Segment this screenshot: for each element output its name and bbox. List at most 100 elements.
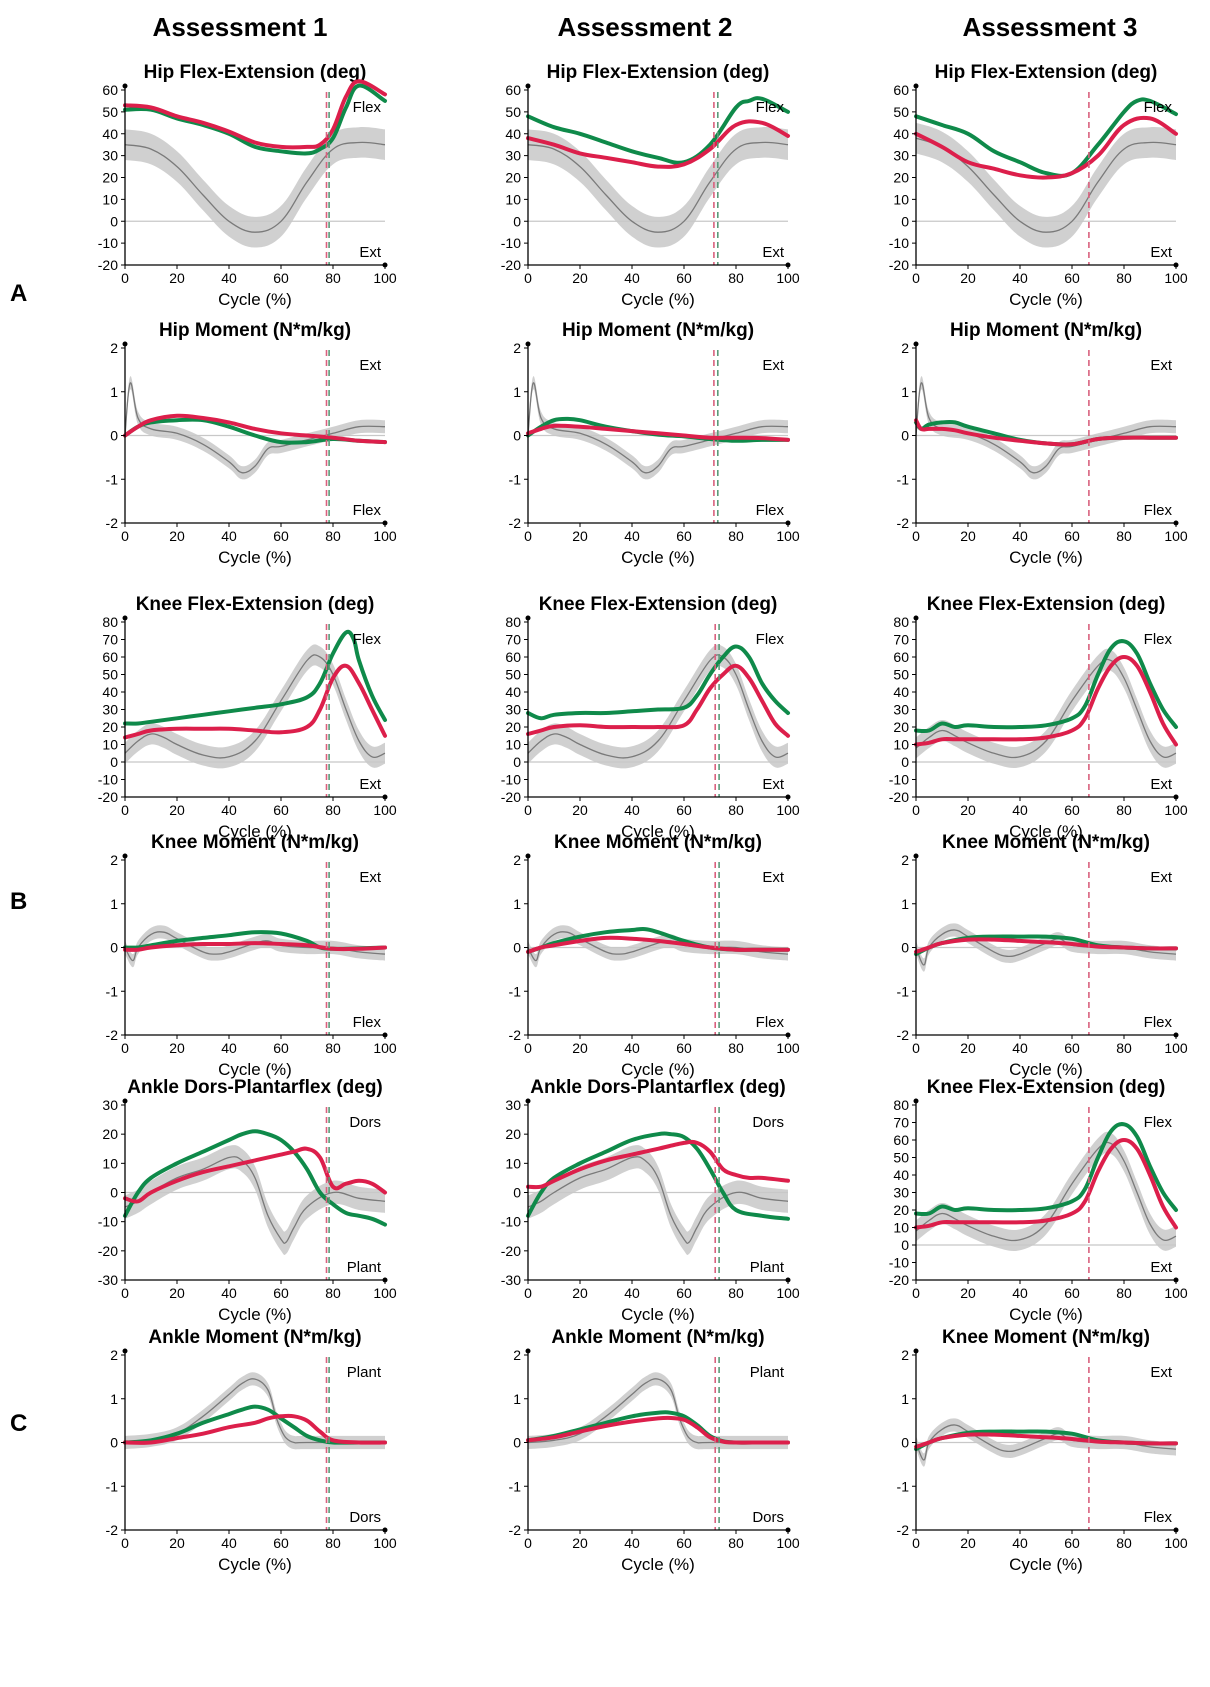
y-tick-label: 40 [505,684,521,700]
x-tick-label: 60 [273,1535,289,1551]
y-tick-label: 60 [893,1132,909,1148]
x-tick-label: 80 [325,802,341,818]
x-tick-label: 100 [373,802,397,818]
direction-label-bottom: Flex [756,502,785,519]
direction-label-bottom: Flex [1144,502,1173,519]
x-tick-label: 40 [624,1285,640,1301]
x-axis-label: Cycle (%) [621,1555,695,1574]
x-tick-label: 40 [221,802,237,818]
x-tick-label: 60 [676,1535,692,1551]
x-tick-label: 0 [912,802,920,818]
y-tick-label: 0 [110,1185,118,1201]
x-tick-label: 20 [572,1040,588,1056]
y-tick-label: 2 [901,1347,909,1363]
y-tick-label: 20 [893,170,909,186]
y-tick-label: 10 [102,1155,118,1171]
x-tick-label: 0 [912,1285,920,1301]
x-tick-label: 60 [1064,1535,1080,1551]
normal-band [125,127,385,248]
x-tick-label: 40 [1012,1285,1028,1301]
x-tick-label: 20 [572,1285,588,1301]
x-tick-label: 60 [1064,528,1080,544]
chart-title: Hip Moment (N*m/kg) [159,320,351,341]
series-green-line [123,1404,387,1445]
y-axis-end [122,341,128,347]
direction-label-bottom: Plant [750,1259,785,1276]
series-red-line [526,119,790,169]
direction-label-top: Flex [1144,99,1173,116]
series-red-line [914,1138,1178,1230]
chart-title: Knee Flex-Extension (deg) [927,594,1166,615]
y-tick-label: -1 [897,983,910,999]
series-red-line [914,1432,1178,1449]
series-red-line [526,423,790,442]
x-tick-label: 100 [776,270,800,286]
x-tick-label: 20 [169,1535,185,1551]
direction-label-bottom: Plant [347,1259,382,1276]
y-tick-label: -20 [501,257,521,273]
y-tick-label: -20 [889,789,909,805]
y-tick-label: 50 [893,1150,909,1166]
y-tick-label: 1 [513,896,521,912]
x-tick-label: 80 [728,1040,744,1056]
chart-title: Knee Moment (N*m/kg) [942,1327,1150,1348]
y-tick-label: 1 [110,384,118,400]
x-tick-label: 80 [728,1285,744,1301]
chart-title: Ankle Dors-Plantarflex (deg) [530,1077,786,1098]
y-tick-label: 60 [893,649,909,665]
y-tick-label: -20 [98,1243,118,1259]
x-axis-label: Cycle (%) [621,1060,695,1079]
y-tick-label: 0 [513,213,521,229]
y-tick-label: 2 [110,852,118,868]
normal-mean-line [527,141,789,233]
y-tick-label: 10 [505,191,521,207]
x-tick-label: 80 [1116,1040,1132,1056]
x-axis-label: Cycle (%) [1009,1555,1083,1574]
y-tick-label: 0 [901,1435,909,1451]
x-tick-label: 100 [776,1535,800,1551]
x-tick-label: 0 [524,1535,532,1551]
y-axis-end [913,615,919,621]
x-tick-label: 60 [1064,1040,1080,1056]
normal-band [528,1145,788,1255]
x-tick-label: 40 [624,528,640,544]
x-tick-label: 0 [912,1535,920,1551]
y-tick-label: 10 [505,737,521,753]
series-red-line [914,937,1178,954]
direction-label-bottom: Flex [353,1014,382,1031]
x-tick-label: 100 [1164,1535,1188,1551]
series-green-line [123,1129,387,1227]
normal-band [916,122,1176,248]
chart-title: Knee Flex-Extension (deg) [927,1077,1166,1098]
direction-label-bottom: Ext [1150,776,1173,793]
chart-title: Hip Moment (N*m/kg) [562,320,754,341]
direction-label-bottom: Ext [359,244,382,261]
x-tick-label: 20 [169,802,185,818]
x-tick-label: 40 [221,1535,237,1551]
series-red-line [526,935,790,954]
series-green-line [914,1122,1178,1217]
y-tick-label: 20 [505,1126,521,1142]
y-tick-label: -2 [509,515,522,531]
series-red-line [123,413,387,445]
y-tick-label: 40 [893,684,909,700]
x-tick-label: 60 [676,1040,692,1056]
x-tick-label: 20 [572,270,588,286]
x-tick-label: 60 [273,528,289,544]
y-axis-end [913,1098,919,1104]
x-tick-label: 80 [728,528,744,544]
row-label-a: A [10,280,28,307]
y-tick-label: 0 [513,1435,521,1451]
series-red-line [123,1413,387,1445]
x-tick-label: 80 [728,802,744,818]
y-tick-label: 0 [110,940,118,956]
y-tick-label: 0 [513,1185,521,1201]
x-axis-label: Cycle (%) [621,548,695,567]
y-tick-label: 60 [102,82,118,98]
y-tick-label: -1 [509,983,522,999]
chart-title: Hip Flex-Extension (deg) [144,62,367,83]
